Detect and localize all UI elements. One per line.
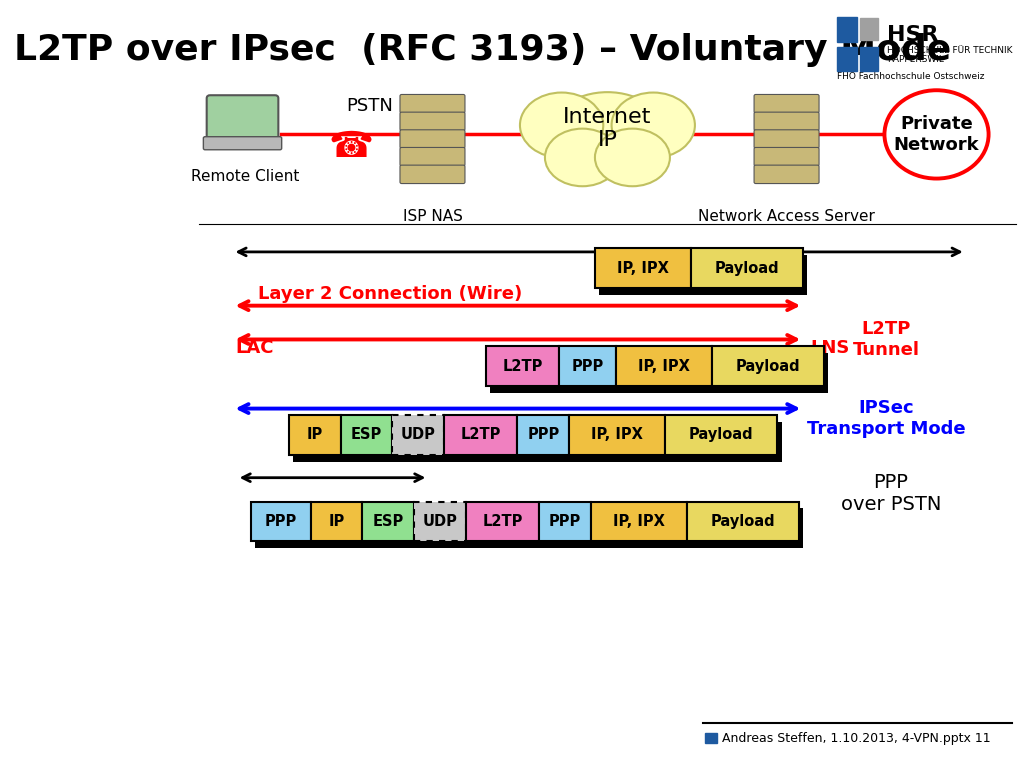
Bar: [559, 346, 615, 386]
Bar: [539, 502, 591, 541]
FancyBboxPatch shape: [754, 130, 819, 148]
Ellipse shape: [520, 93, 603, 158]
FancyBboxPatch shape: [204, 137, 282, 150]
Bar: [615, 346, 712, 386]
Bar: [289, 415, 341, 455]
Bar: [705, 733, 717, 743]
Text: L2TP: L2TP: [461, 427, 501, 442]
Text: PPP: PPP: [527, 427, 559, 442]
Bar: [362, 502, 414, 541]
FancyBboxPatch shape: [400, 130, 465, 148]
Text: ☎: ☎: [329, 131, 374, 164]
Text: PPP: PPP: [549, 514, 581, 529]
Bar: [860, 47, 879, 71]
FancyBboxPatch shape: [754, 165, 819, 184]
Bar: [860, 18, 879, 40]
Bar: [591, 502, 686, 541]
Text: IP: IP: [307, 427, 324, 442]
FancyBboxPatch shape: [754, 94, 819, 113]
Text: Andreas Steffen, 1.10.2013, 4-VPN.pptx 11: Andreas Steffen, 1.10.2013, 4-VPN.pptx 1…: [722, 732, 991, 744]
Bar: [485, 346, 559, 386]
FancyBboxPatch shape: [754, 112, 819, 131]
Bar: [414, 502, 466, 541]
Bar: [665, 415, 777, 455]
FancyBboxPatch shape: [400, 165, 465, 184]
Text: IP, IPX: IP, IPX: [591, 427, 643, 442]
Ellipse shape: [595, 129, 670, 187]
Bar: [444, 415, 517, 455]
Text: PPP: PPP: [571, 359, 603, 374]
Bar: [466, 502, 539, 541]
Text: LNS: LNS: [811, 339, 850, 357]
Bar: [255, 508, 803, 548]
FancyBboxPatch shape: [400, 147, 465, 166]
Bar: [311, 502, 362, 541]
Bar: [599, 255, 807, 295]
Text: Payload: Payload: [689, 427, 754, 442]
Text: IP, IPX: IP, IPX: [616, 260, 669, 276]
Bar: [341, 415, 392, 455]
Bar: [837, 47, 857, 71]
Bar: [489, 353, 828, 393]
Text: L2TP: L2TP: [482, 514, 522, 529]
FancyBboxPatch shape: [400, 112, 465, 131]
Text: Payload: Payload: [711, 514, 775, 529]
Bar: [293, 422, 781, 462]
Bar: [686, 502, 799, 541]
Text: Payload: Payload: [715, 260, 779, 276]
Bar: [595, 248, 691, 288]
Text: IP: IP: [329, 514, 345, 529]
Text: IPSec
Transport Mode: IPSec Transport Mode: [807, 399, 966, 438]
Text: IP, IPX: IP, IPX: [638, 359, 689, 374]
Ellipse shape: [611, 93, 695, 158]
Text: Payload: Payload: [735, 359, 800, 374]
Text: Network Access Server: Network Access Server: [698, 209, 874, 224]
Text: PPP
over PSTN: PPP over PSTN: [841, 472, 941, 514]
Text: Private
Network: Private Network: [894, 115, 979, 154]
Text: LAC: LAC: [236, 339, 273, 357]
Ellipse shape: [545, 129, 620, 187]
Text: RAPPERSWIL: RAPPERSWIL: [888, 55, 944, 65]
Text: L2TP over IPsec  (RFC 3193) – Voluntary Mode: L2TP over IPsec (RFC 3193) – Voluntary M…: [14, 33, 951, 67]
Text: ESP: ESP: [373, 514, 403, 529]
Text: PPP: PPP: [265, 514, 297, 529]
Bar: [691, 248, 803, 288]
Text: HSR: HSR: [888, 25, 939, 45]
Text: IP, IPX: IP, IPX: [612, 514, 665, 529]
Text: Internet
IP: Internet IP: [563, 107, 651, 150]
Text: UDP: UDP: [400, 427, 436, 442]
FancyBboxPatch shape: [754, 147, 819, 166]
Text: UDP: UDP: [423, 514, 458, 529]
Text: PSTN: PSTN: [346, 97, 393, 115]
Bar: [251, 502, 311, 541]
Bar: [517, 415, 569, 455]
FancyBboxPatch shape: [207, 95, 279, 145]
Ellipse shape: [885, 91, 988, 179]
Text: ISP NAS: ISP NAS: [402, 209, 463, 224]
Text: L2TP
Tunnel: L2TP Tunnel: [853, 320, 920, 359]
Text: FHO Fachhochschule Ostschweiz: FHO Fachhochschule Ostschweiz: [837, 72, 984, 81]
Bar: [712, 346, 824, 386]
FancyBboxPatch shape: [400, 94, 465, 113]
Bar: [569, 415, 665, 455]
Text: HOCHSCHULE FÜR TECHNIK: HOCHSCHULE FÜR TECHNIK: [888, 46, 1013, 55]
Text: L2TP: L2TP: [502, 359, 543, 374]
Bar: [392, 415, 444, 455]
Text: Layer 2 Connection (Wire): Layer 2 Connection (Wire): [257, 285, 522, 303]
Text: Remote Client: Remote Client: [190, 169, 299, 184]
Bar: [837, 17, 857, 42]
Text: ESP: ESP: [351, 427, 382, 442]
Ellipse shape: [549, 92, 666, 177]
